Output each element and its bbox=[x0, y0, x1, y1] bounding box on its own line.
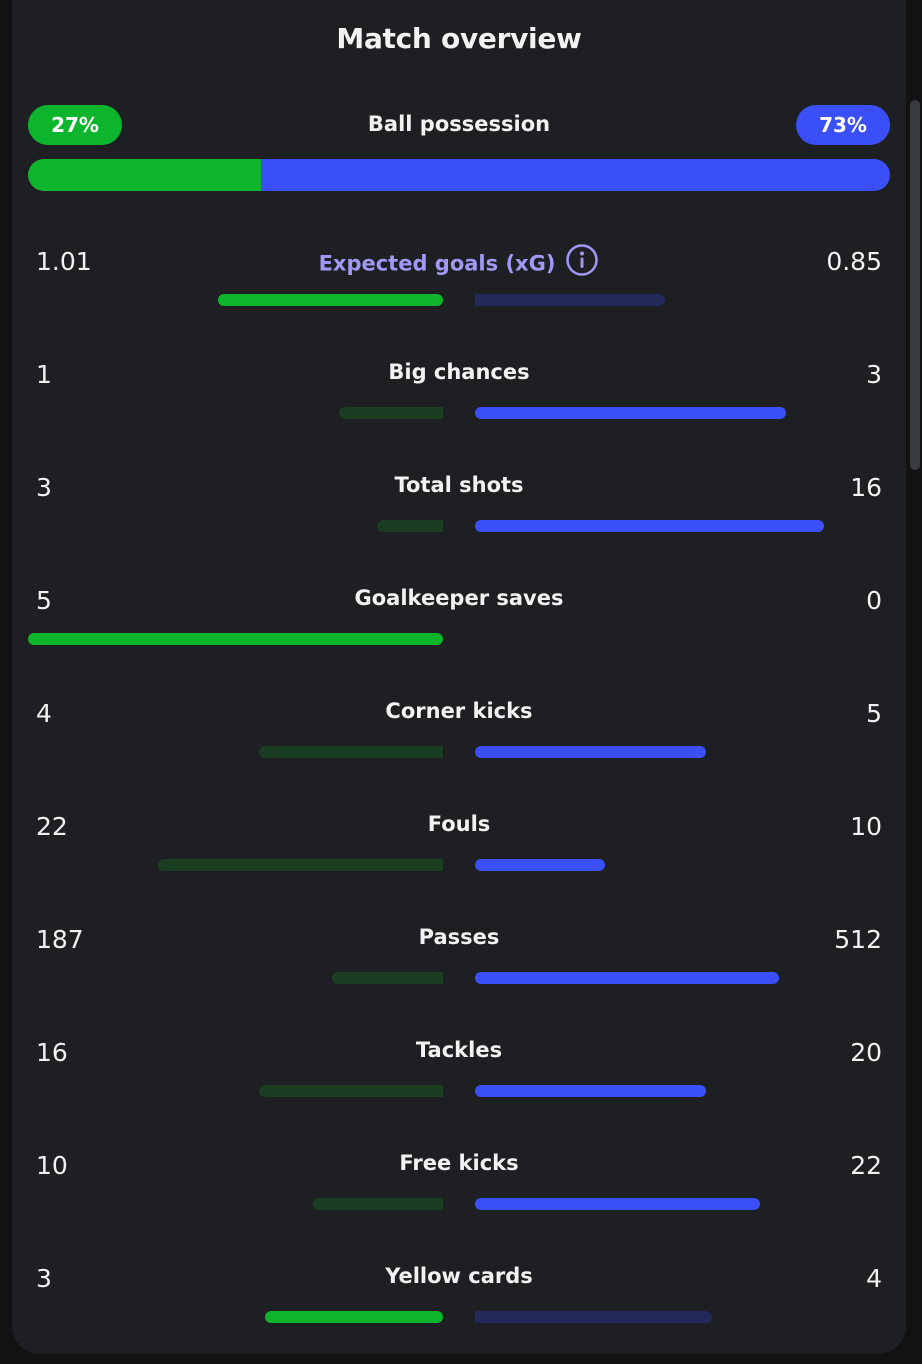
away-stat-value: 512 bbox=[834, 925, 882, 954]
possession-bar bbox=[28, 159, 890, 191]
home-stat-bar bbox=[218, 294, 443, 306]
possession-label: Ball possession bbox=[367, 112, 551, 136]
stat-row: 1.01 Expected goals (xG) 0.85 bbox=[12, 227, 906, 340]
possession-bar-away bbox=[260, 159, 890, 191]
away-stat-value: 5 bbox=[866, 699, 882, 728]
away-stat-bar bbox=[475, 1085, 706, 1097]
away-stat-bar bbox=[475, 520, 824, 532]
home-stat-value: 187 bbox=[36, 925, 84, 954]
stat-label-text: Corner kicks bbox=[385, 699, 533, 723]
stat-row: 1 Big chances 3 bbox=[12, 340, 906, 453]
stat-label-text: Goalkeeper saves bbox=[354, 586, 564, 610]
away-stat-bar bbox=[475, 407, 786, 419]
home-stat-value: 3 bbox=[36, 1264, 52, 1293]
away-stat-bar bbox=[475, 1198, 760, 1210]
home-stat-value: 3 bbox=[36, 473, 52, 502]
stat-label-text: Tackles bbox=[415, 1038, 503, 1062]
stat-label: Free kicks bbox=[12, 1151, 906, 1175]
stat-label-text: Expected goals (xG) bbox=[318, 251, 556, 276]
away-stat-bar bbox=[475, 746, 706, 758]
stat-row: 3 Total shots 16 bbox=[12, 453, 906, 566]
home-stat-bar bbox=[265, 1311, 443, 1323]
stat-label: Expected goals (xG) bbox=[12, 244, 906, 282]
stat-label-text: Passes bbox=[418, 925, 500, 949]
stat-label-text: Fouls bbox=[427, 812, 491, 836]
away-stat-value: 3 bbox=[866, 360, 882, 389]
stat-label-text: Big chances bbox=[388, 360, 530, 384]
stat-label: Total shots bbox=[12, 473, 906, 497]
home-stat-bar bbox=[28, 633, 443, 645]
away-stat-value: 4 bbox=[866, 1264, 882, 1293]
home-stat-value: 22 bbox=[36, 812, 68, 841]
stat-row: 22 Fouls 10 bbox=[12, 792, 906, 905]
away-stat-bar bbox=[475, 294, 665, 306]
possession-bar-home bbox=[28, 159, 261, 191]
stat-label: Fouls bbox=[12, 812, 906, 836]
away-stat-value: 0 bbox=[866, 586, 882, 615]
stat-label: Big chances bbox=[12, 360, 906, 384]
away-stat-bar bbox=[475, 859, 605, 871]
away-stat-bar bbox=[475, 1311, 712, 1323]
stat-row: 3 Yellow cards 4 bbox=[12, 1244, 906, 1354]
stat-label: Tackles bbox=[12, 1038, 906, 1062]
info-icon[interactable] bbox=[565, 243, 599, 282]
away-stat-value: 22 bbox=[850, 1151, 882, 1180]
scrollbar[interactable] bbox=[910, 100, 920, 470]
stat-label-text: Yellow cards bbox=[385, 1264, 533, 1288]
stat-row: 187 Passes 512 bbox=[12, 905, 906, 1018]
away-stat-bar bbox=[475, 972, 779, 984]
stat-label-text: Free kicks bbox=[399, 1151, 519, 1175]
match-overview-card: Match overview 27% Ball possession 73% 1… bbox=[12, 0, 906, 1354]
away-possession-pill: 73% bbox=[796, 105, 890, 145]
stat-row: 5 Goalkeeper saves 0 bbox=[12, 566, 906, 679]
home-stat-bar bbox=[259, 746, 443, 758]
stat-label: Corner kicks bbox=[12, 699, 906, 723]
home-stat-value: 16 bbox=[36, 1038, 68, 1067]
home-stat-value: 4 bbox=[36, 699, 52, 728]
stat-row: 10 Free kicks 22 bbox=[12, 1131, 906, 1244]
page-title: Match overview bbox=[336, 22, 582, 55]
home-stat-bar bbox=[339, 407, 443, 419]
home-stat-bar bbox=[313, 1198, 443, 1210]
home-stat-bar bbox=[158, 859, 443, 871]
home-stat-value: 1 bbox=[36, 360, 52, 389]
away-stat-value: 0.85 bbox=[826, 247, 882, 276]
home-possession-pill: 27% bbox=[28, 105, 122, 145]
away-stat-value: 20 bbox=[850, 1038, 882, 1067]
home-stat-bar bbox=[259, 1085, 443, 1097]
home-stat-value: 1.01 bbox=[36, 247, 92, 276]
away-stat-value: 10 bbox=[850, 812, 882, 841]
home-stat-bar bbox=[377, 520, 443, 532]
home-stat-bar bbox=[332, 972, 443, 984]
home-stat-value: 10 bbox=[36, 1151, 68, 1180]
stat-label-text: Total shots bbox=[394, 473, 524, 497]
stat-row: 4 Corner kicks 5 bbox=[12, 679, 906, 792]
stat-label: Yellow cards bbox=[12, 1264, 906, 1288]
stat-row: 16 Tackles 20 bbox=[12, 1018, 906, 1131]
stat-label: Passes bbox=[12, 925, 906, 949]
home-stat-value: 5 bbox=[36, 586, 52, 615]
stat-label: Goalkeeper saves bbox=[12, 586, 906, 610]
away-stat-value: 16 bbox=[850, 473, 882, 502]
